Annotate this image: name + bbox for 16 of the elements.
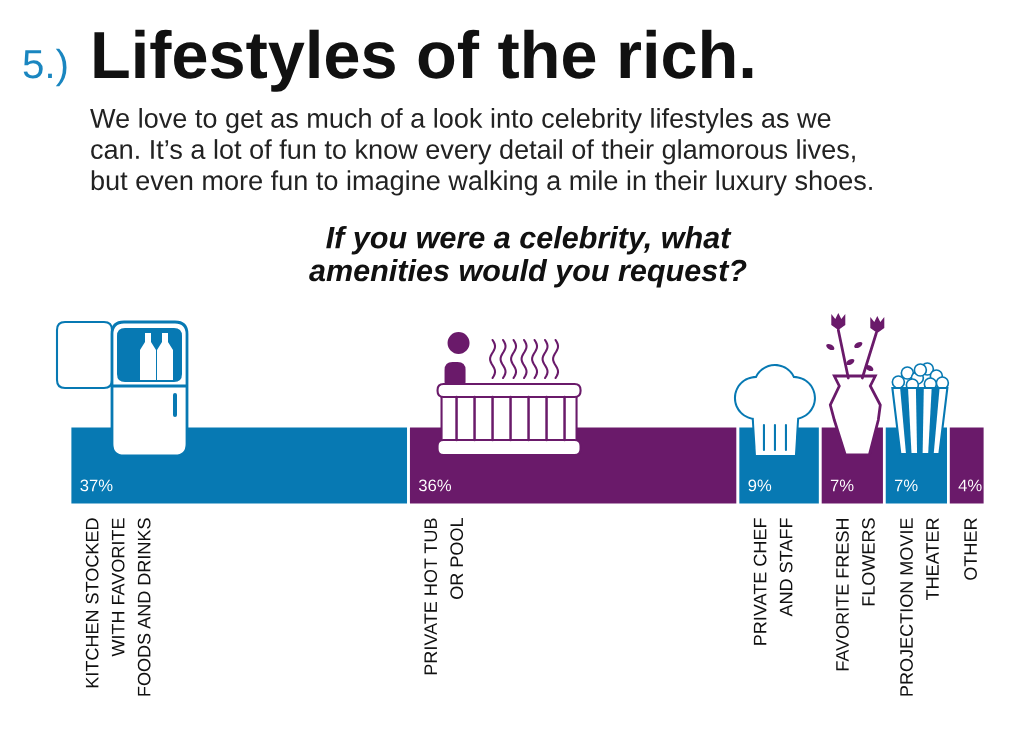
data-label: 7%: [894, 479, 918, 492]
data-label: 9%: [748, 479, 772, 492]
text: PRIVATE CHEF AND STAFF: [753, 518, 793, 645]
data-label: 36%: [418, 479, 452, 492]
text: If you were a celebrity, what amenities would you request?: [309, 226, 747, 288]
chart-subtitle: We love to get as much of a look into celebrity lifestyles as we can. It’s a lot of fun to know every detail of their glamorous lives, but even more fun to imagine walking a mile in their luxury shoes.: [90, 108, 872, 196]
text: 5.): [23, 48, 67, 87]
data-label: 37%: [80, 479, 113, 492]
text: PROJECTION MOVIE THEATER: [900, 518, 939, 696]
chart-title: Lifestyles of the rich.: [94, 29, 753, 92]
data-label: 4%: [958, 479, 982, 492]
text: FAVORITE FRESH FLOWERS: [836, 518, 875, 671]
text: KITCHEN STOCKED WITH FAVORITE FOODS AND DRINKS: [85, 518, 151, 696]
text: OTHER: [964, 518, 977, 580]
data-label: 7%: [830, 479, 854, 492]
text: PRIVATE HOT TUB OR POOL: [424, 518, 464, 675]
